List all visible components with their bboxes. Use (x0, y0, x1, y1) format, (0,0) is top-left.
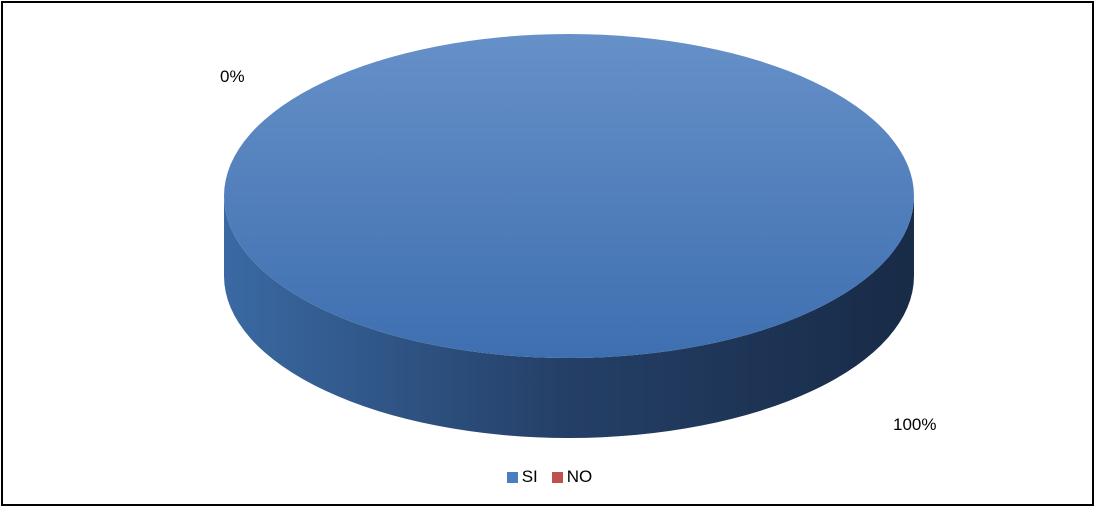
legend-swatch-si (506, 471, 518, 483)
legend: SI NO (0, 466, 1099, 488)
pie-slice-si-side (224, 196, 914, 438)
legend-item-no: NO (551, 467, 593, 487)
legend-item-si: SI (506, 467, 538, 487)
legend-swatch-no (551, 471, 563, 483)
legend-label-si: SI (521, 467, 538, 486)
data-label-no: 0% (220, 67, 245, 86)
pie-slice-si (224, 34, 914, 358)
data-label-si: 100% (893, 415, 936, 434)
legend-label-no: NO (566, 467, 593, 486)
